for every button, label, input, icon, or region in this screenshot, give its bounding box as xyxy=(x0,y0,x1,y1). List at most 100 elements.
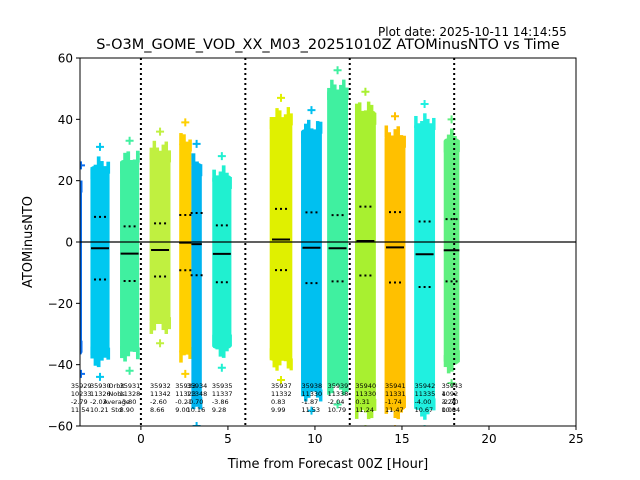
data-points xyxy=(384,125,389,138)
y-tick-label: −60 xyxy=(48,420,73,434)
data-points xyxy=(120,346,124,359)
stat-text: 35935 xyxy=(212,382,233,390)
data-points xyxy=(414,396,418,409)
data-points xyxy=(93,164,98,177)
row-label: Nobs xyxy=(108,390,125,398)
data-points xyxy=(333,373,337,386)
data-points xyxy=(289,113,293,126)
outlier-marker xyxy=(277,376,286,384)
outlier-marker xyxy=(277,93,286,102)
x-tick-label: 5 xyxy=(224,432,232,446)
data-points xyxy=(269,117,274,130)
outlier-marker xyxy=(391,112,400,121)
data-points xyxy=(301,131,305,144)
data-points xyxy=(194,392,199,405)
data-points xyxy=(449,128,454,141)
data-points xyxy=(152,318,157,331)
row-label: Std xyxy=(111,406,122,414)
stat-text: 35933 xyxy=(175,382,196,390)
stat-text: 3.24 xyxy=(442,398,456,406)
y-tick-label: −20 xyxy=(48,297,73,311)
stat-text: 35942 xyxy=(415,382,436,390)
data-points xyxy=(149,150,171,324)
y-axis-ticks: −60 −40 −20 0 20 40 60 xyxy=(48,52,80,434)
data-points xyxy=(103,343,107,356)
data-points xyxy=(149,147,154,160)
data-points xyxy=(390,398,395,411)
x-tick-label: 0 xyxy=(137,432,145,446)
data-points xyxy=(342,383,346,396)
outlier-marker xyxy=(307,106,316,115)
stat-text: 8.66 xyxy=(150,406,164,414)
data-points xyxy=(393,129,397,142)
data-points xyxy=(218,344,223,357)
data-points xyxy=(149,321,154,334)
stat-text: 11.47 xyxy=(385,406,404,414)
row-label: Average xyxy=(103,398,130,406)
orbit-cloud xyxy=(327,66,349,409)
data-points xyxy=(164,141,169,154)
data-points xyxy=(357,102,362,115)
data-points xyxy=(182,343,186,356)
stat-text: 11330 xyxy=(355,390,376,398)
stat-text: 11330 xyxy=(301,390,322,398)
orbit-cloud xyxy=(414,100,436,426)
data-points xyxy=(342,79,346,92)
data-points xyxy=(198,164,203,177)
data-points xyxy=(179,350,183,363)
outlier-marker xyxy=(80,161,85,170)
data-points xyxy=(283,114,288,127)
data-points xyxy=(90,166,110,358)
data-points xyxy=(357,400,362,413)
stat-text: 35937 xyxy=(271,382,292,390)
data-points xyxy=(339,84,343,97)
stat-text: 11.24 xyxy=(355,406,374,414)
data-points xyxy=(429,396,433,409)
data-points xyxy=(396,126,400,139)
data-points xyxy=(318,389,323,402)
data-points xyxy=(212,334,216,347)
data-points xyxy=(221,345,226,358)
data-points xyxy=(312,378,317,391)
outlier-marker xyxy=(181,118,190,127)
data-points xyxy=(315,385,320,398)
data-points xyxy=(179,141,192,355)
data-points xyxy=(182,134,186,147)
x-axis-ticks: 0 5 10 15 20 25 xyxy=(137,426,584,446)
data-points xyxy=(327,382,331,395)
x-tick-label: 15 xyxy=(394,432,409,446)
stat-text: 11342 xyxy=(150,390,171,398)
mean-markers xyxy=(91,205,460,288)
stat-text: 35938 xyxy=(301,382,322,390)
orbit-cloud xyxy=(384,112,406,426)
stat-text: 11331 xyxy=(385,390,406,398)
stat-text: 35931 xyxy=(120,382,141,390)
data-points xyxy=(426,118,430,131)
data-points xyxy=(402,395,406,408)
stat-text: 35929 xyxy=(71,382,92,390)
data-points xyxy=(278,110,282,123)
stat-text: 35941 xyxy=(385,382,406,390)
data-points xyxy=(354,406,359,419)
data-points xyxy=(449,359,454,372)
data-points xyxy=(318,121,323,134)
data-points xyxy=(339,377,343,390)
data-points xyxy=(225,172,229,185)
data-points xyxy=(369,406,374,419)
data-points xyxy=(443,140,448,153)
data-points xyxy=(423,113,427,126)
orbit-cloud xyxy=(90,142,111,381)
data-points xyxy=(179,133,183,146)
data-points xyxy=(306,385,311,398)
data-points xyxy=(417,124,421,137)
data-points xyxy=(191,153,196,166)
data-points xyxy=(417,397,421,410)
data-points xyxy=(384,401,389,414)
stat-text: -3.86 xyxy=(212,398,229,406)
data-points xyxy=(132,159,137,172)
data-points xyxy=(93,353,98,366)
